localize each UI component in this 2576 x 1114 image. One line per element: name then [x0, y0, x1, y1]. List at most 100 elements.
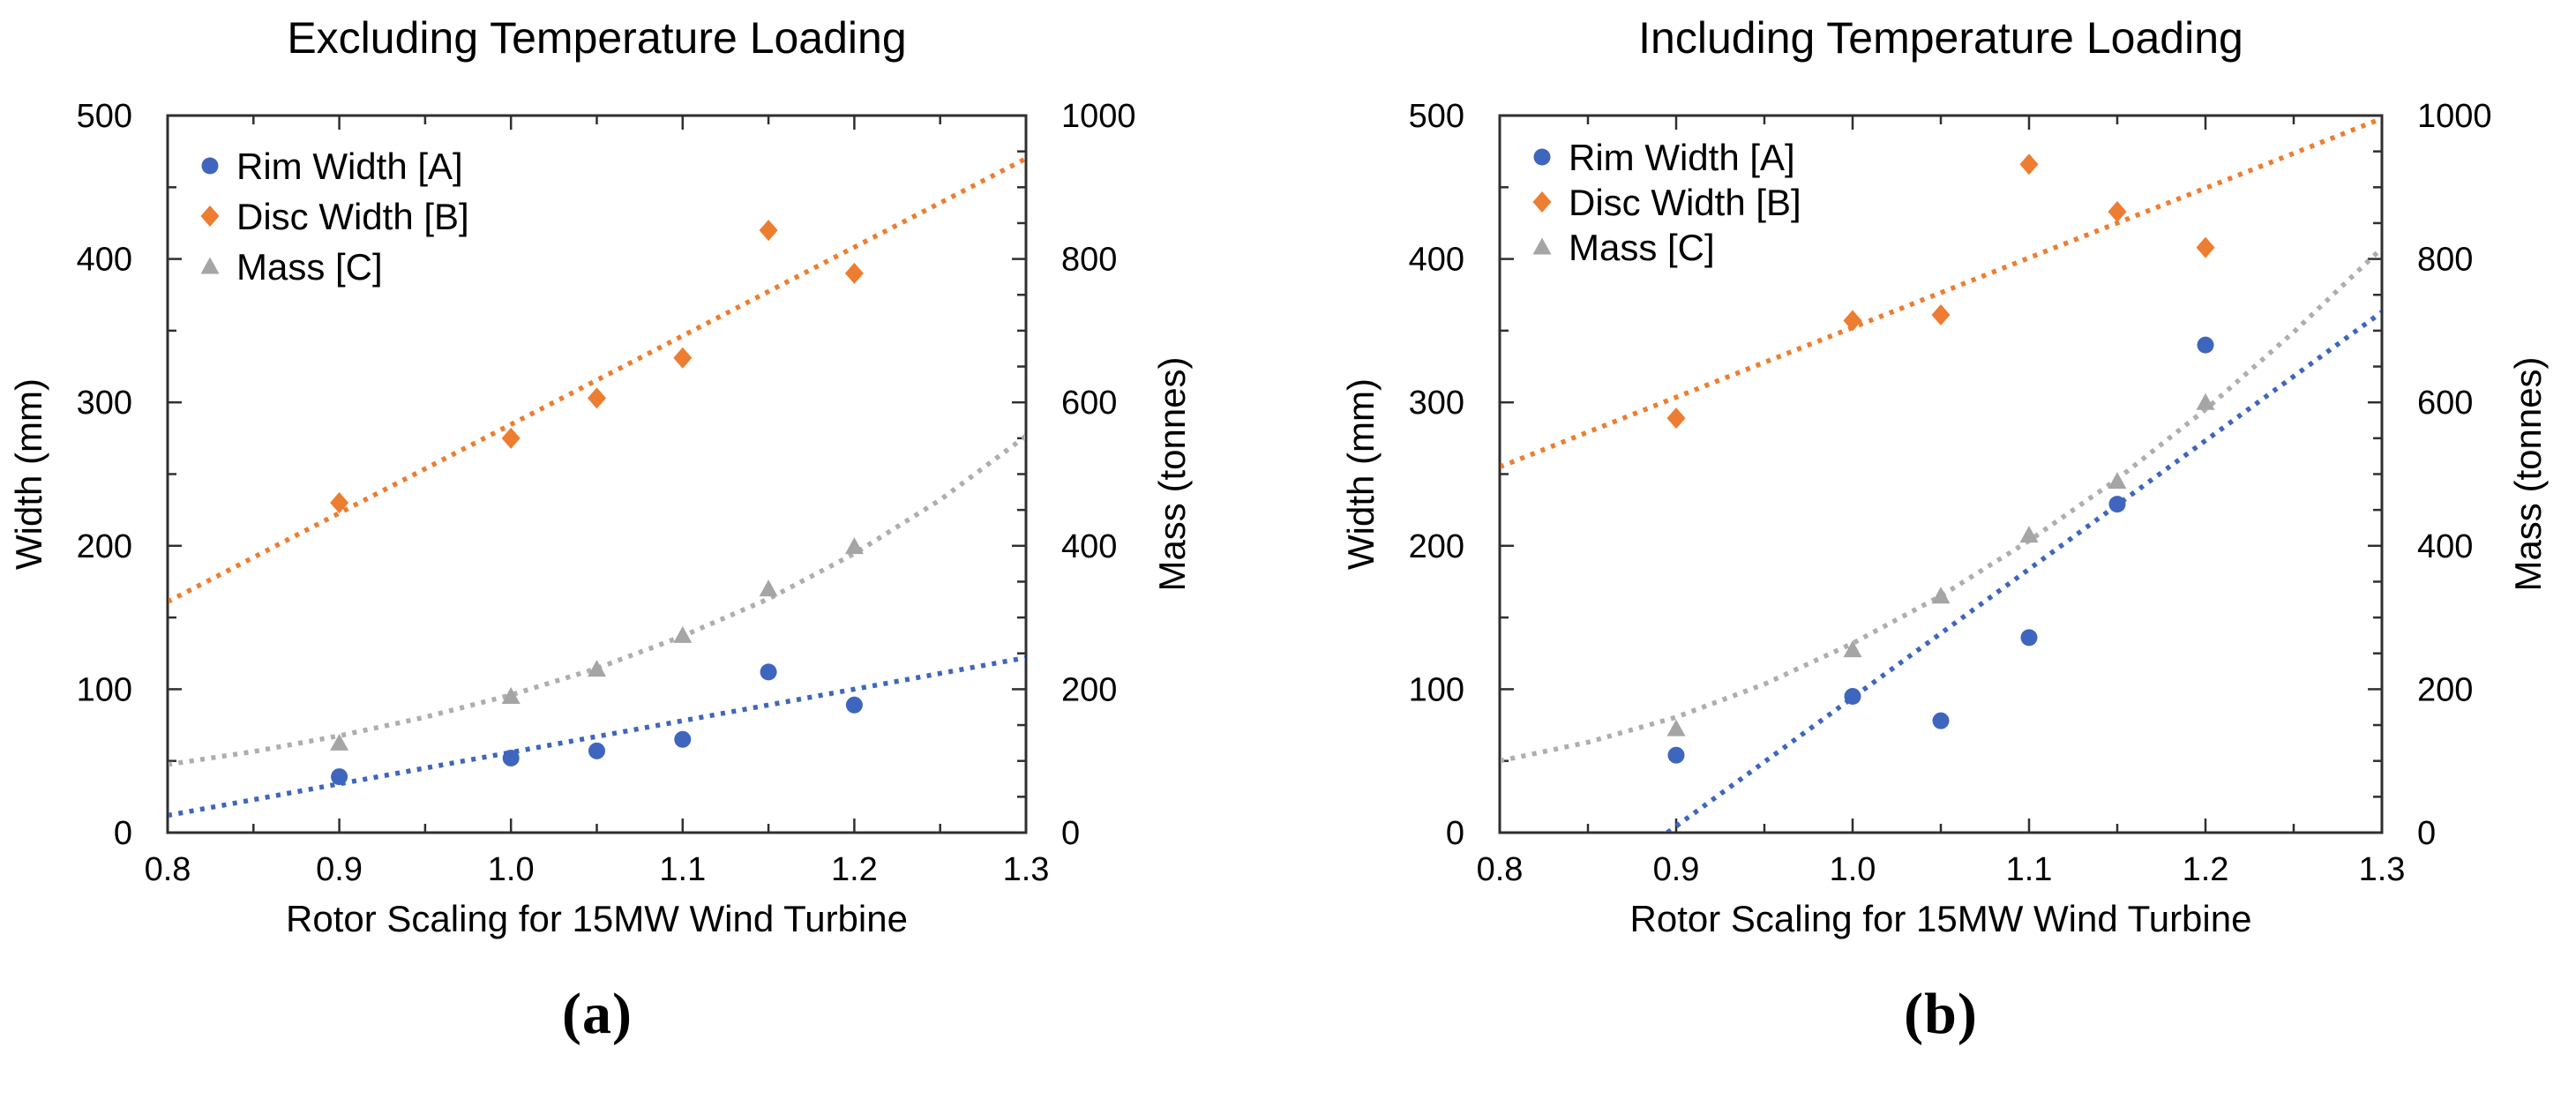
legend-marker-circle	[201, 157, 219, 175]
data-point-circle	[2020, 629, 2038, 647]
y-left-tick-label: 0	[1446, 815, 1464, 852]
legend-item: Rim Width [A]	[1533, 137, 1795, 178]
x-tick-label: 0.9	[1653, 851, 1700, 888]
data-point-diamond	[2019, 153, 2039, 176]
y-left-tick-label: 100	[1409, 671, 1464, 708]
data-point-circle	[845, 696, 863, 714]
x-axis-label: Rotor Scaling for 15MW Wind Turbine	[1630, 898, 2252, 939]
data-point-diamond	[844, 262, 864, 284]
data-point-diamond	[330, 492, 349, 514]
data-point-triangle	[330, 733, 349, 751]
data-point-circle	[674, 730, 692, 748]
data-point-circle	[588, 742, 605, 759]
y-left-tick-label: 300	[1409, 385, 1464, 422]
x-tick-label: 0.8	[1477, 851, 1524, 888]
y-right-tick-label: 600	[2417, 385, 2473, 422]
y-left-tick-label: 0	[114, 815, 132, 852]
x-tick-label: 0.8	[145, 851, 191, 888]
x-tick-label: 1.1	[2006, 851, 2053, 888]
data-point-diamond	[588, 387, 606, 409]
trend-line-circle	[168, 654, 1025, 819]
data-point-circle	[331, 768, 348, 786]
caption-b: (b)	[1904, 982, 1978, 1046]
y-left-tick-label: 400	[77, 242, 132, 279]
chart-b: Including Temperature Loading 0.8 0.9 1.0 1.…	[1340, 13, 2549, 939]
legend-label: Disc Width [B]	[1569, 182, 1801, 223]
y-right-tick-label: 200	[1061, 671, 1117, 708]
data-point-diamond	[1666, 407, 1686, 430]
data-point-triangle	[673, 625, 693, 643]
legend-item: Rim Width [A]	[201, 146, 463, 187]
legend-item: Disc Width [B]	[1532, 182, 1801, 223]
x-tick-label: 0.9	[316, 851, 363, 888]
legend-marker-diamond	[1532, 191, 1552, 213]
x-tick-label: 1.2	[2183, 851, 2229, 888]
data-point-diamond	[1931, 304, 1951, 326]
y-axis-label-right: Mass (tonnes)	[1151, 356, 1193, 591]
chart-a: Excluding Temperature Loading 0.8 0.9 1.0 1.…	[8, 13, 1193, 939]
trend-line-diamond	[1501, 116, 2381, 469]
data-point-circle	[2197, 336, 2214, 354]
legend-label: Mass [C]	[1569, 227, 1715, 268]
trend-line-circle	[1666, 310, 2381, 832]
legend-label: Rim Width [A]	[1569, 137, 1795, 178]
data-point-circle	[1844, 688, 1861, 706]
y-left-tick-label: 500	[1409, 98, 1464, 135]
y-right-tick-label: 800	[1061, 242, 1117, 279]
y-left-tick-label: 200	[77, 528, 132, 565]
x-tick-label: 1.0	[488, 851, 535, 888]
legend-item: Mass [C]	[200, 246, 383, 288]
data-point-diamond	[2108, 200, 2127, 222]
data-point-diamond	[1843, 310, 1862, 332]
x-tick-label: 1.2	[831, 851, 878, 888]
data-point-circle	[1667, 746, 1685, 764]
data-point-triangle	[2108, 472, 2127, 490]
legend-marker-circle	[1533, 148, 1551, 166]
y-left-tick-label: 200	[1409, 528, 1464, 565]
trend-line-triangle	[168, 434, 1025, 767]
data-point-circle	[2108, 496, 2126, 513]
y-axis-label-left: Width (mm)	[1340, 378, 1382, 570]
legend-label: Rim Width [A]	[236, 146, 463, 187]
y-right-tick-label: 1000	[1061, 98, 1136, 135]
data-point-triangle	[2196, 393, 2215, 410]
y-left-tick-label: 300	[77, 385, 132, 422]
x-axis-label: Rotor Scaling for 15MW Wind Turbine	[286, 898, 908, 939]
data-point-triangle	[1843, 640, 1862, 658]
data-point-circle	[502, 749, 520, 766]
y-left-tick-label: 500	[77, 98, 132, 135]
caption-a: (a)	[562, 982, 633, 1046]
legend-item: Mass [C]	[1532, 227, 1715, 268]
y-axis-label-left: Width (mm)	[8, 378, 49, 570]
legend-item: Disc Width [B]	[200, 196, 469, 237]
y-right-tick-label: 0	[2417, 815, 2436, 852]
legend-label: Disc Width [B]	[236, 196, 469, 237]
data-point-diamond	[501, 427, 520, 449]
legend-marker-triangle	[200, 257, 220, 274]
data-point-diamond	[2196, 236, 2215, 258]
data-point-circle	[760, 663, 777, 681]
y-right-tick-label: 600	[1061, 385, 1117, 422]
data-point-circle	[1932, 712, 1950, 729]
x-tick-label: 1.3	[1003, 851, 1050, 888]
y-axis-label-right: Mass (tonnes)	[2507, 356, 2549, 591]
y-right-tick-label: 800	[2417, 242, 2473, 279]
y-right-tick-label: 400	[2417, 528, 2473, 565]
data-point-triangle	[844, 537, 864, 555]
x-tick-label: 1.0	[1830, 851, 1876, 888]
y-right-tick-label: 400	[1061, 528, 1117, 565]
data-point-triangle	[501, 687, 520, 705]
data-point-triangle	[1666, 719, 1686, 736]
legend-marker-diamond	[200, 206, 220, 227]
y-left-tick-label: 400	[1409, 242, 1464, 279]
x-tick-label: 1.1	[659, 851, 706, 888]
legend-label: Mass [C]	[236, 246, 383, 288]
data-point-triangle	[588, 660, 606, 677]
x-tick-label: 1.3	[2359, 851, 2406, 888]
legend-marker-triangle	[1532, 237, 1552, 255]
y-right-tick-label: 200	[2417, 671, 2473, 708]
data-point-triangle	[759, 579, 778, 597]
data-point-triangle	[1931, 587, 1951, 604]
trend-line-diamond	[168, 156, 1025, 604]
